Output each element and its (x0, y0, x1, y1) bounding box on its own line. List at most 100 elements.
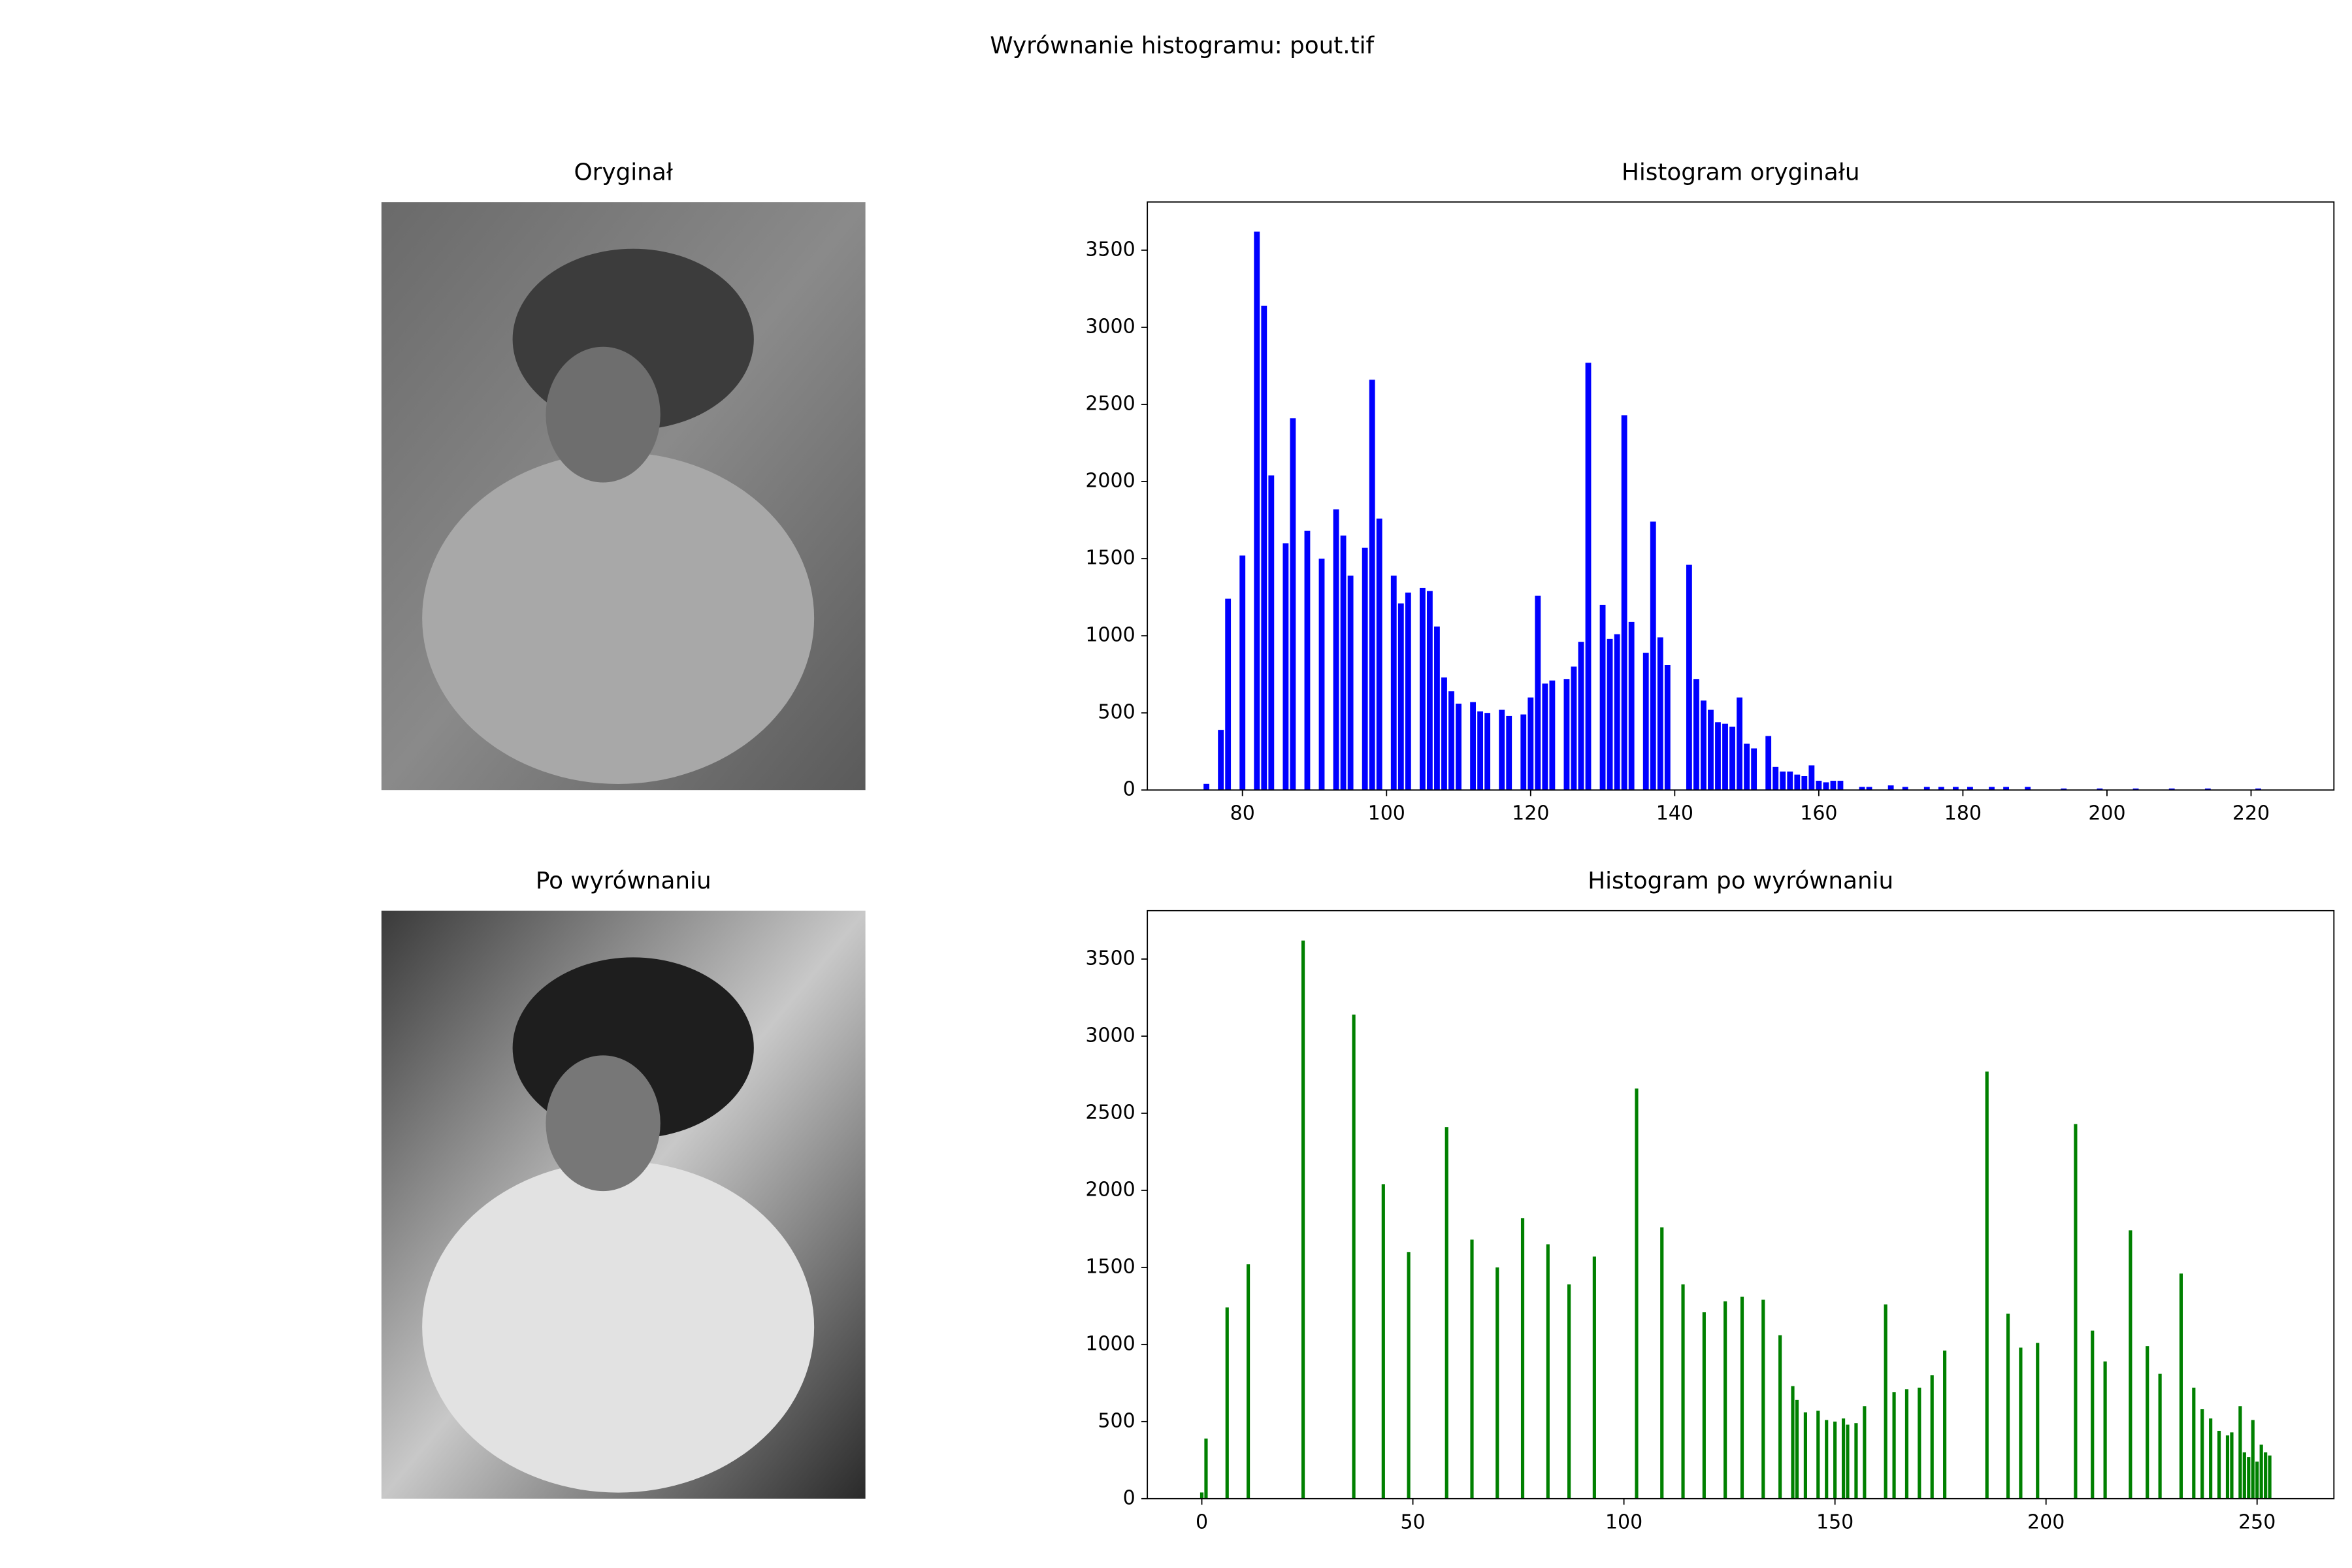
bar (1795, 1399, 1799, 1499)
bar (1407, 1252, 1411, 1499)
bar (1794, 774, 1801, 791)
bar (1261, 305, 1267, 791)
bar (1923, 787, 1930, 791)
bar (1772, 766, 1779, 791)
bar (1592, 1256, 1596, 1499)
bar (1854, 1423, 1858, 1499)
x-tick-label: 80 (1230, 802, 1255, 825)
bar (1729, 727, 1735, 791)
y-tick-label: 1500 (1085, 547, 1135, 570)
bar (1930, 1375, 1934, 1499)
bar (1290, 418, 1296, 791)
y-tick-label: 2000 (1085, 1178, 1135, 1201)
bar (2251, 1420, 2255, 1499)
bar (1740, 1296, 1744, 1499)
bar (1563, 679, 1570, 791)
image-equalized (381, 910, 866, 1499)
bar (1816, 781, 1822, 791)
bar (1943, 1350, 1947, 1499)
bar (2158, 1373, 2162, 1499)
y-tick-label: 3500 (1085, 238, 1135, 261)
bar (1542, 683, 1548, 791)
y-tick-label: 3000 (1085, 1024, 1135, 1047)
bar (2217, 1431, 2221, 1499)
bar (1737, 697, 1742, 791)
bar (1778, 1335, 1782, 1499)
bar (1751, 748, 1757, 791)
bar (1803, 1412, 1807, 1499)
bar (1701, 700, 1707, 791)
bar (1239, 555, 1246, 791)
bar (2238, 1406, 2242, 1499)
y-tick-label: 0 (1123, 778, 1135, 801)
x-tick-label: 0 (1196, 1511, 1208, 1533)
bar (2103, 1361, 2107, 1499)
panel-title: Histogram po wyrównaniu (1588, 868, 1893, 894)
x-tick-label: 160 (1800, 802, 1837, 825)
bar (2003, 787, 2009, 791)
bar (2025, 787, 2031, 791)
bar (1837, 781, 1844, 791)
bar (1484, 713, 1491, 791)
x-tick-label: 180 (1944, 802, 1982, 825)
bar (2097, 788, 2103, 791)
y-tick-label: 2000 (1085, 470, 1135, 493)
bar (1825, 1420, 1829, 1499)
bar (1470, 1239, 1474, 1499)
bar (1520, 1218, 1525, 1499)
bar (1376, 518, 1382, 791)
x-tick-label: 100 (1368, 802, 1405, 825)
axes-frame (1147, 909, 2335, 1499)
bar (1808, 765, 1815, 791)
bar (1549, 680, 1556, 791)
bar (1390, 576, 1397, 791)
bar (1859, 787, 1865, 791)
bar (1628, 621, 1635, 791)
bar (2225, 1435, 2230, 1499)
bar (1841, 1418, 1846, 1499)
bar (2036, 1343, 2040, 1499)
bar (1989, 787, 1995, 791)
bar (1535, 595, 1541, 791)
bar (2259, 1445, 2263, 1499)
bar (1282, 543, 1289, 791)
bar (1362, 547, 1368, 791)
bar (1381, 1184, 1385, 1499)
bar (1715, 722, 1721, 791)
bar (1246, 1264, 1250, 1499)
bar (1693, 679, 1699, 791)
bar (1686, 564, 1692, 791)
y-tick-label: 2500 (1085, 1101, 1135, 1124)
bar (1352, 1014, 1356, 1499)
y-tick-label: 3000 (1085, 315, 1135, 338)
bar (1723, 1301, 1727, 1499)
bar (1607, 638, 1613, 791)
bar (1571, 666, 1577, 791)
bar (1952, 787, 1959, 791)
bar (1866, 787, 1872, 791)
bar (2264, 1452, 2268, 1499)
y-tick-label: 500 (1098, 701, 1135, 724)
bar (1427, 591, 1433, 791)
bar (1578, 642, 1584, 791)
bar (1761, 1299, 1765, 1499)
bar (1846, 1424, 1850, 1499)
bar (1823, 782, 1829, 791)
bar (1722, 723, 1728, 791)
bar (1887, 785, 1894, 791)
image-original (381, 202, 866, 791)
bar (1301, 940, 1305, 1499)
panel-title: Oryginał (574, 159, 674, 186)
bar (2019, 1347, 2023, 1499)
panel-title: Histogram oryginału (1622, 159, 1860, 186)
bar (1744, 743, 1750, 791)
bar (1780, 771, 1786, 791)
bar (1546, 1244, 1550, 1499)
bar (1397, 603, 1404, 791)
bar (1816, 1411, 1820, 1499)
bar (1225, 598, 1232, 791)
bar (1445, 1127, 1448, 1499)
bar (1599, 604, 1606, 791)
